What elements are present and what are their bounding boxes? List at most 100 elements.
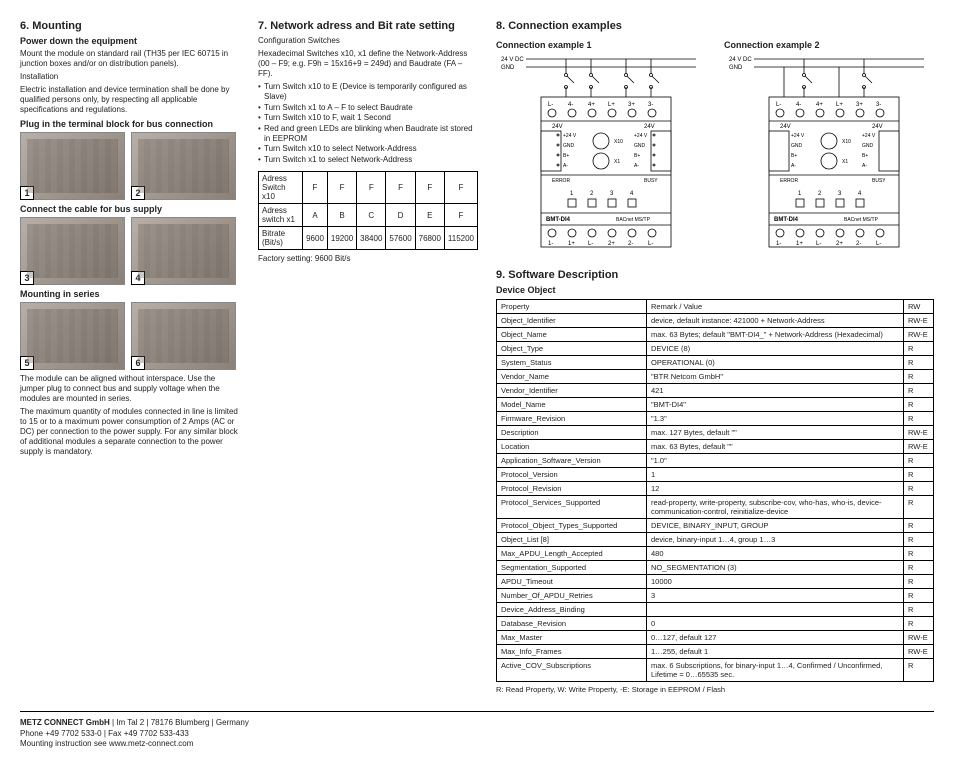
table-cell: 10000 <box>647 575 904 589</box>
table-cell: Object_Identifier <box>497 314 647 328</box>
svg-text:4-: 4- <box>568 102 573 108</box>
table-cell: max. 63 Bytes; default "BMT-DI4_" + Netw… <box>647 328 904 342</box>
table-cell: Object_List [8] <box>497 533 647 547</box>
table-cell: R <box>904 519 934 533</box>
svg-text:+24 V: +24 V <box>634 133 648 139</box>
table-header-cell: Remark / Value <box>647 300 904 314</box>
heading-software: 9. Software Description <box>496 269 934 281</box>
mounting-photo-6: 6 <box>131 302 236 370</box>
heading-connection: 8. Connection examples <box>496 20 934 32</box>
table-cell: Description <box>497 426 647 440</box>
section-software: 9. Software Description Device Object Pr… <box>496 269 934 694</box>
heading-mounting: 6. Mounting <box>20 20 240 32</box>
table-cell: Max_Master <box>497 631 647 645</box>
svg-text:X10: X10 <box>842 139 851 145</box>
footer-address: | Im Tal 2 | 78176 Blumberg | Germany <box>110 718 249 727</box>
table-cell: Max_Info_Frames <box>497 645 647 659</box>
svg-text:1-: 1- <box>776 241 781 247</box>
table-cell: R <box>904 561 934 575</box>
cell: F <box>415 172 444 204</box>
text: Electric installation and device termina… <box>20 85 240 115</box>
svg-text:+24 V: +24 V <box>563 133 577 139</box>
table-cell: 1…255, default 1 <box>647 645 904 659</box>
svg-text:L-: L- <box>648 241 653 247</box>
table-cell: "BMT-DI4" <box>647 398 904 412</box>
cell: F <box>444 172 477 204</box>
table-cell: Protocol_Version <box>497 468 647 482</box>
table-cell: RW-E <box>904 328 934 342</box>
photo-number: 5 <box>20 356 34 370</box>
svg-text:BMT-DI4: BMT-DI4 <box>546 217 571 223</box>
cell: 115200 <box>444 227 477 250</box>
table-cell: 0…127, default 127 <box>647 631 904 645</box>
svg-text:2+: 2+ <box>836 241 843 247</box>
table-cell: R <box>904 533 934 547</box>
svg-text:3+: 3+ <box>628 102 635 108</box>
table-cell: RW-E <box>904 440 934 454</box>
sub-mounting-series: Mounting in series <box>20 289 240 299</box>
svg-text:2-: 2- <box>628 241 633 247</box>
svg-text:A-: A- <box>563 163 568 169</box>
table-cell: R <box>904 659 934 682</box>
table-cell: Vendor_Identifier <box>497 384 647 398</box>
table-cell: 1 <box>647 468 904 482</box>
photo-number: 1 <box>20 186 34 200</box>
table-cell: RW-E <box>904 631 934 645</box>
section-network: 7. Network adress and Bit rate setting C… <box>258 20 478 697</box>
table-header-cell: Property <box>497 300 647 314</box>
table-footnote: R: Read Property, W: Write Property, -E:… <box>496 685 934 694</box>
bullet-list: Turn Switch x10 to E (Device is temporar… <box>258 82 478 165</box>
cell: Bitrate (Bit/s) <box>259 227 303 250</box>
table-cell: System_Status <box>497 356 647 370</box>
cell: Adress Switch x10 <box>259 172 303 204</box>
svg-text:4+: 4+ <box>816 102 823 108</box>
cell: F <box>303 172 328 204</box>
table-cell: max. 127 Bytes, default "" <box>647 426 904 440</box>
connection-example-1: Connection example 1 24 V DC GND <box>496 36 706 255</box>
table-cell: 480 <box>647 547 904 561</box>
svg-text:ERROR: ERROR <box>780 178 798 184</box>
svg-text:L+: L+ <box>836 102 843 108</box>
text: Hexadecimal Switches x10, x1 define the … <box>258 49 478 79</box>
photo-number: 6 <box>131 356 145 370</box>
table-cell: R <box>904 356 934 370</box>
sub-conn-2: Connection example 2 <box>724 40 934 50</box>
svg-text:24V: 24V <box>780 124 791 130</box>
text: Mount the module on standard rail (TH35 … <box>20 49 240 69</box>
table-cell: R <box>904 482 934 496</box>
wiring-diagram-2: 24 V DC GND L-4-4+L+3+3- 24V24V <box>724 53 934 253</box>
list-item: Turn Switch x10 to F, wait 1 Second <box>258 113 478 123</box>
footer-phone: Phone +49 7702 533-0 | Fax +49 7702 533-… <box>20 729 934 739</box>
table-cell: Max_APDU_Length_Accepted <box>497 547 647 561</box>
cell: 19200 <box>327 227 356 250</box>
svg-text:A-: A- <box>634 163 639 169</box>
table-cell: device, binary-input 1…4, group 1…3 <box>647 533 904 547</box>
table-cell: read-property, write-property, subscribe… <box>647 496 904 519</box>
svg-text:L+: L+ <box>608 102 615 108</box>
table-cell: 421 <box>647 384 904 398</box>
table-cell: RW-E <box>904 314 934 328</box>
cell: D <box>386 204 415 227</box>
table-cell: R <box>904 342 934 356</box>
svg-text:L-: L- <box>776 102 781 108</box>
table-cell: Protocol_Revision <box>497 482 647 496</box>
svg-text:+24 V: +24 V <box>791 133 805 139</box>
list-item: Turn Switch x1 to select Network-Address <box>258 155 478 165</box>
table-cell: OPERATIONAL (0) <box>647 356 904 370</box>
svg-text:B+: B+ <box>791 153 797 159</box>
table-cell: Active_COV_Subscriptions <box>497 659 647 682</box>
svg-text:1-: 1- <box>548 241 553 247</box>
table-cell: RW-E <box>904 426 934 440</box>
table-cell: NO_SEGMENTATION (3) <box>647 561 904 575</box>
svg-text:1+: 1+ <box>796 241 803 247</box>
table-cell: R <box>904 468 934 482</box>
table-cell: Device_Address_Binding <box>497 603 647 617</box>
mounting-photo-4: 4 <box>131 217 236 285</box>
table-cell: DEVICE, BINARY_INPUT, GROUP <box>647 519 904 533</box>
bitrate-table: Adress Switch x10 F F F F F F Adress swi… <box>258 171 478 250</box>
list-item: Turn Switch x10 to select Network-Addres… <box>258 144 478 154</box>
cell: F <box>327 172 356 204</box>
text: Installation <box>20 72 240 82</box>
table-cell: R <box>904 496 934 519</box>
cell: 76800 <box>415 227 444 250</box>
